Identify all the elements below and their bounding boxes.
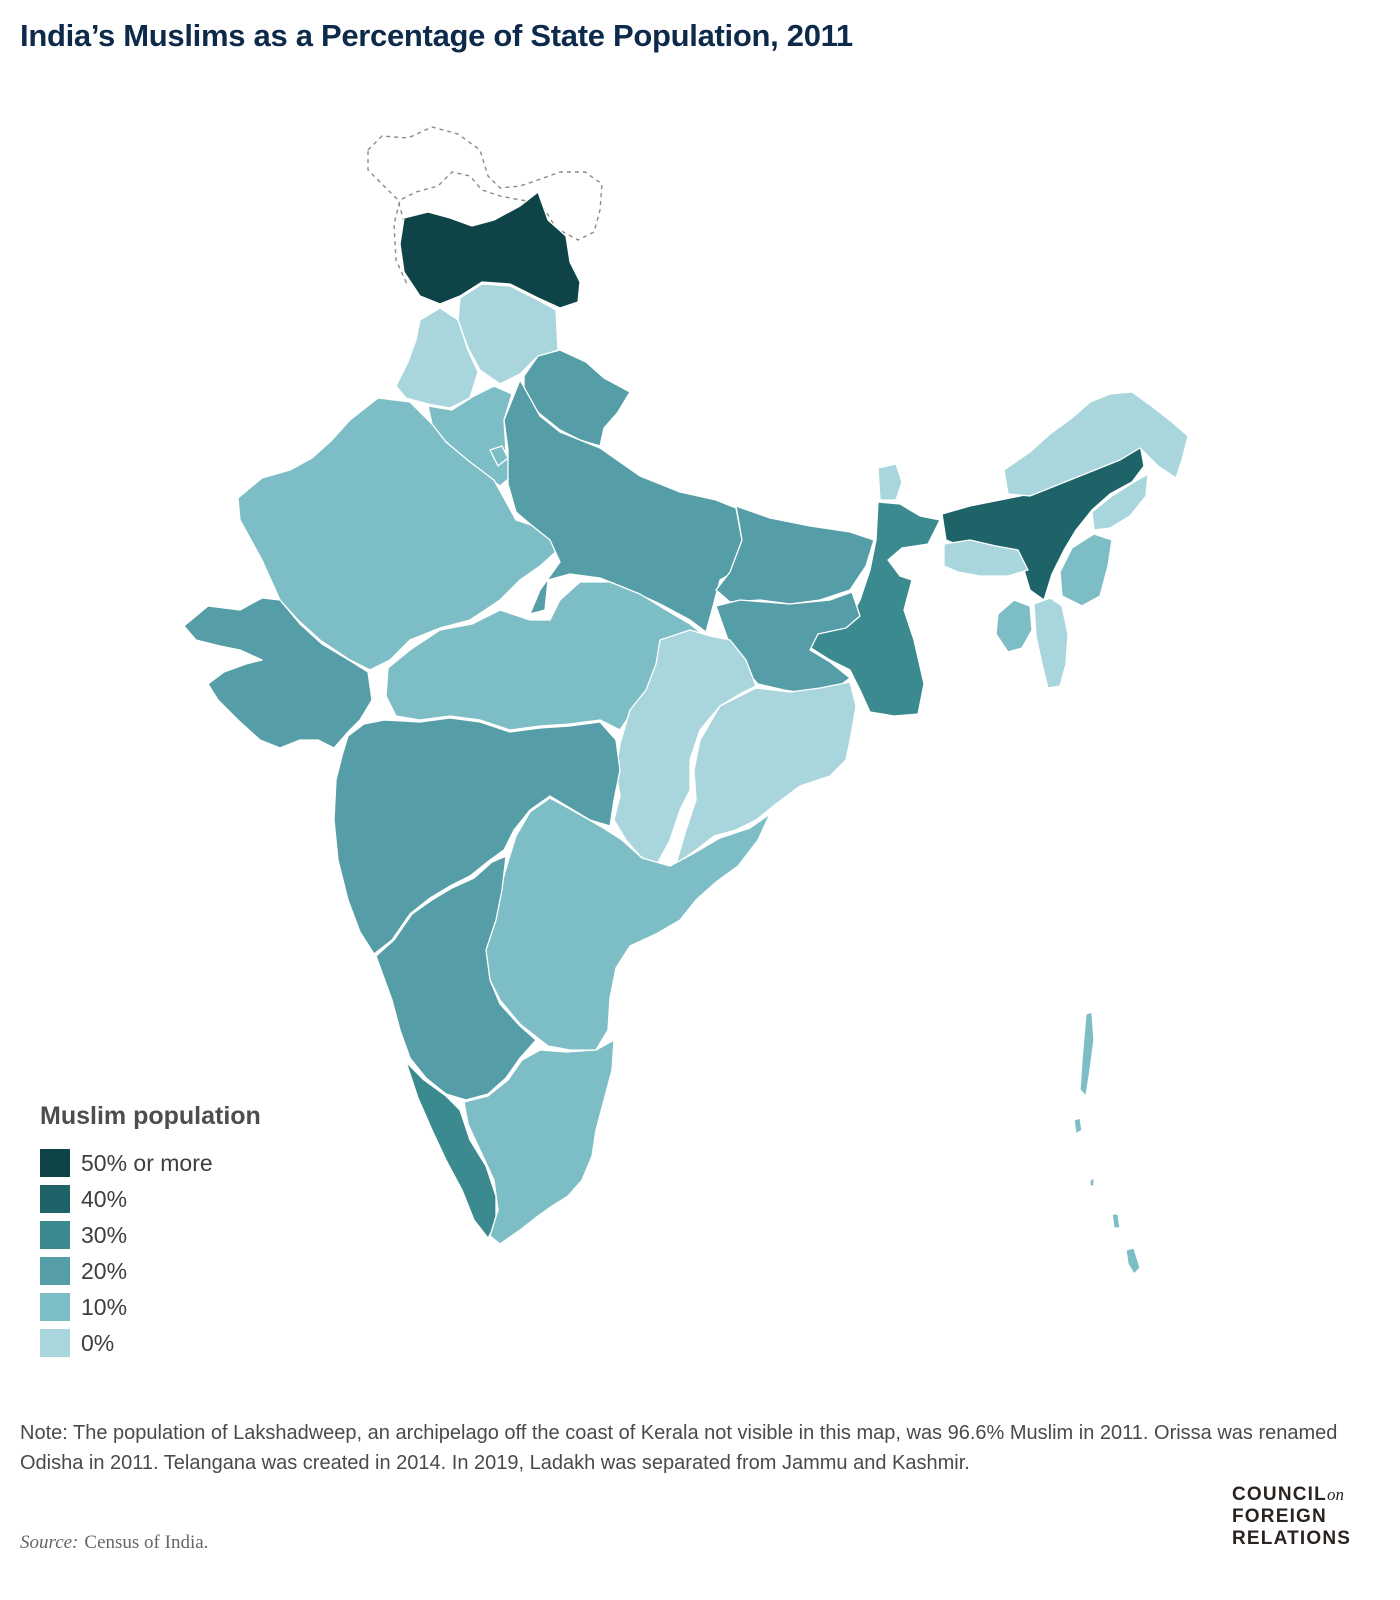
source-label: Source: bbox=[20, 1532, 79, 1553]
legend-item: 50% or more bbox=[40, 1145, 261, 1181]
region-karnataka bbox=[375, 855, 537, 1101]
map-legend: Muslim population 50% or more 40% 30% 20… bbox=[40, 1102, 261, 1361]
region-bihar bbox=[715, 505, 875, 605]
region-maharashtra bbox=[333, 717, 621, 955]
region-jharkhand bbox=[715, 591, 861, 695]
region-chhattisgarh bbox=[613, 629, 757, 867]
logo-line-3: RELATIONS bbox=[1232, 1528, 1352, 1549]
region-gujarat bbox=[183, 597, 373, 749]
legend-title: Muslim population bbox=[40, 1102, 261, 1130]
legend-item: 10% bbox=[40, 1289, 261, 1325]
map-note: Note: The population of Lakshadweep, an … bbox=[20, 1422, 1338, 1474]
region-manipur bbox=[1059, 533, 1113, 607]
region-andaman-and-nicobar-islands bbox=[1073, 1011, 1141, 1275]
region-rajasthan bbox=[237, 397, 561, 671]
state-regions bbox=[183, 191, 1189, 1275]
legend-item: 0% bbox=[40, 1325, 261, 1361]
legend-label: 0% bbox=[81, 1329, 115, 1356]
source-text: Census of India. bbox=[84, 1532, 209, 1553]
map-title: India’s Muslims as a Percentage of State… bbox=[20, 18, 853, 53]
legend-swatch bbox=[40, 1221, 70, 1249]
legend-swatch bbox=[40, 1257, 70, 1285]
legend-item: 20% bbox=[40, 1253, 261, 1289]
legend-swatch bbox=[40, 1329, 70, 1357]
region-punjab bbox=[395, 307, 479, 409]
cfr-logo: COUNCILon FOREIGN RELATIONS bbox=[1232, 1484, 1351, 1550]
logo-line-2: FOREIGN bbox=[1232, 1506, 1327, 1527]
legend-label: 20% bbox=[81, 1257, 128, 1284]
source-line: Source: Census of India. bbox=[20, 1532, 208, 1554]
legend-item: 40% bbox=[40, 1181, 261, 1217]
region-tripura bbox=[995, 599, 1033, 653]
legend-label: 30% bbox=[81, 1221, 128, 1248]
logo-line-1: COUNCIL bbox=[1232, 1484, 1327, 1505]
legend-label: 10% bbox=[81, 1293, 128, 1320]
region-sikkim bbox=[877, 463, 903, 501]
region-nagaland bbox=[1091, 473, 1149, 531]
region-meghalaya bbox=[943, 539, 1029, 577]
region-mizoram bbox=[1033, 597, 1069, 689]
legend-swatch bbox=[40, 1149, 70, 1177]
region-arunachal-pradesh bbox=[1003, 391, 1189, 497]
legend-item: 30% bbox=[40, 1217, 261, 1253]
logo-on: on bbox=[1326, 1485, 1344, 1504]
region-odisha bbox=[675, 681, 857, 865]
region-jammu-and-kashmir bbox=[399, 191, 581, 309]
legend-label: 50% or more bbox=[81, 1149, 213, 1176]
legend-swatch bbox=[40, 1293, 70, 1321]
legend-label: 40% bbox=[81, 1185, 128, 1212]
legend-swatch bbox=[40, 1185, 70, 1213]
region-tamil-nadu bbox=[463, 1039, 615, 1245]
